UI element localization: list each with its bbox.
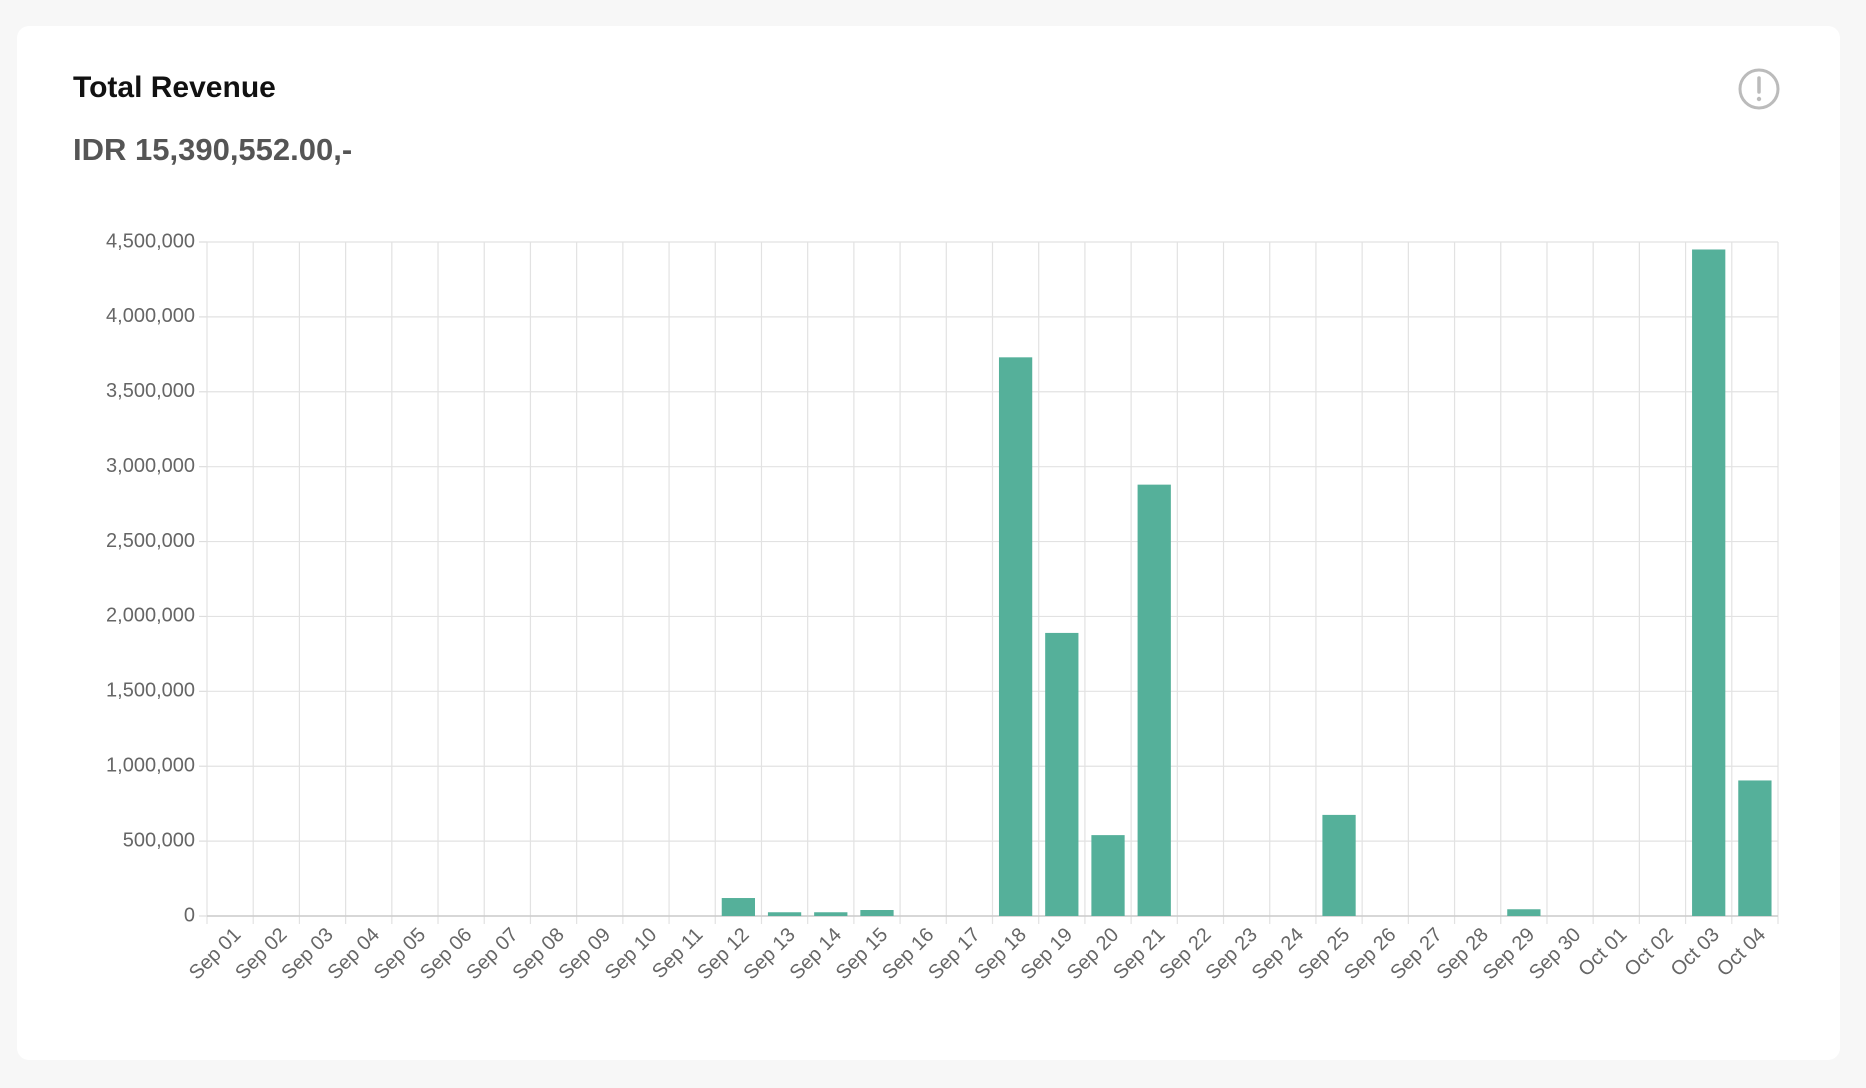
- bar: [1507, 909, 1541, 916]
- y-tick-label: 4,500,000: [106, 230, 195, 252]
- y-tick-label: 2,500,000: [106, 530, 195, 552]
- total-value: IDR 15,390,552.00,-: [73, 132, 352, 167]
- chart-title: Total Revenue: [73, 71, 276, 104]
- y-tick-label: 3,500,000: [106, 380, 195, 402]
- bar: [767, 912, 802, 916]
- bar: [1692, 249, 1726, 916]
- bar: [721, 898, 756, 916]
- y-tick-label: 0: [184, 904, 195, 926]
- bar: [1091, 835, 1125, 916]
- bar: [860, 910, 894, 916]
- bar: [1322, 814, 1356, 916]
- y-tick-label: 3,000,000: [106, 455, 195, 477]
- bar: [1738, 780, 1772, 916]
- y-tick-label: 2,000,000: [106, 605, 195, 627]
- bar: [998, 357, 1033, 917]
- bar: [1137, 484, 1171, 916]
- bar: [814, 912, 848, 916]
- info-icon[interactable]: [1738, 68, 1780, 110]
- card: [17, 26, 1840, 1060]
- y-tick-label: 4,000,000: [106, 305, 195, 327]
- y-tick-label: 1,500,000: [106, 680, 195, 702]
- y-tick-label: 1,000,000: [106, 755, 195, 777]
- y-tick-label: 500,000: [123, 829, 195, 851]
- bar: [1045, 632, 1079, 916]
